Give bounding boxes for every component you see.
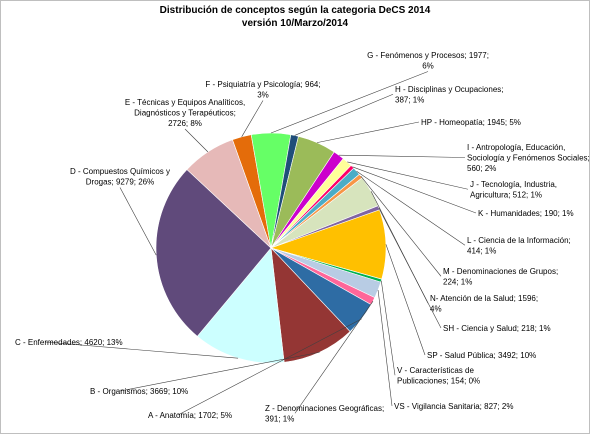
slice-label-c-enfermedades: C - Enfermedades; 4620; 13% [15,338,123,347]
leader-line-g-fenomenos-y-procesos [270,71,429,134]
slice-label-l-ciencia-de-la-informacion: L - Ciencia de la Información; 414; 1% [467,236,571,256]
leader-line-d-compuestos-quimicos-y-drogas [119,187,157,256]
leader-line-vs-vigilancia-sanitaria [377,289,393,407]
slice-label-f-psiquiatria-y-psicologia: F - Psiquiatría y Psicología; 964; 3% [205,80,320,100]
slice-label-h-disciplinas-y-ocupaciones: H - Disciplinas y Ocupaciones; 387; 1% [395,85,503,105]
chart-title: Distribución de conceptos según la categ… [159,5,431,16]
slice-label-j-tecnologia-industria-agricultura: J - Tecnología, Industria, Agricultura; 5… [470,180,557,200]
chart-title-block: Distribución de conceptos según la categ… [0,4,590,30]
pie-slice-c-enfermedades [196,247,285,364]
slice-label-hp-homeopatia: HP - Homeopatía; 1945; 5% [421,118,521,127]
leader-line-i-antropologia-educacion-sociologia-y-fenomenos-sociales [338,154,466,158]
slice-label-v-caracteristicas-de-publicaciones: V - Características de Publicaciones; 154… [397,366,480,386]
slice-label-i-antropologia-educacion-sociologia-y-fenomenos-sociales: I - Antropología, Educación, Sociología y… [467,143,590,173]
slice-label-m-denominaciones-de-grupos: M - Denominaciones de Grupos; 224; 1% [443,267,558,287]
pie-slice-e-tecnicas-y-equipos-analiticos-diagnosticos-y-terapeuticos [186,139,272,249]
leader-line-m-denominaciones-de-grupos [360,175,442,277]
leader-line-hp-homeopatia [316,121,420,143]
slice-label-k-humanidades: K - Humanidades; 190; 1% [478,209,574,218]
slice-label-sp-salud-publica: SP - Salud Pública; 3492; 10% [427,351,536,360]
chart-subtitle: versión 10/Marzo/2014 [241,18,349,29]
leader-line-a-anatomia [177,318,362,416]
slice-labels: F - Psiquiatría y Psicología; 964; 3% G - … [15,51,590,424]
leader-line-e-tecnicas-y-equipos-analiticos-diagnosticos-y-terapeuticos [184,128,209,153]
leader-line-sh-ciencia-y-salud [378,207,442,329]
leader-line-sp-salud-publica [385,244,426,356]
leader-lines [44,71,477,416]
slice-label-n-atencion-de-la-salud: N- Atención de la Salud; 1596; 4% [430,294,538,314]
slice-label-vs-vigilancia-sanitaria: VS - Vigilancia Sanitaria; 827; 2% [394,402,513,411]
pie-slice-d-compuestos-quimicos-y-drogas [155,169,272,337]
slice-label-sh-ciencia-y-salud: SH - Ciencia y Salud; 218; 1% [443,324,551,333]
slice-label-d-compuestos-quimicos-y-drogas: D - Compuestos Químicos y Drogas; 9279; 2… [70,167,170,187]
leader-line-j-tecnologia-industria-agricultura [347,161,469,190]
leader-line-l-ciencia-de-la-informacion [356,170,466,246]
leader-line-b-organismos [119,351,320,392]
pie-slices [155,132,387,364]
leader-line-k-humanidades [352,166,477,214]
slice-label-z-denominaciones-geograficas: Z - Denominaciones Geográficas; 391; 1% [265,404,384,424]
leader-line-v-caracteristicas-de-publicaciones [380,280,396,376]
leader-line-h-disciplinas-y-ocupaciones [294,93,394,136]
slice-label-b-organismos: B - Organismos; 3669; 10% [90,387,188,396]
leader-line-c-enfermedades [44,341,239,359]
leader-line-f-psiquiatria-y-psicologia [241,100,264,137]
slice-label-e-tecnicas-y-equipos-analiticos-diagnosticos-y-terapeuticos: E - Técnicas y Equipos Analíticos, Diagnó… [125,98,245,128]
slice-label-a-anatomia: A - Anatomía; 1702; 5% [148,411,232,420]
slice-label-g-fenomenos-y-procesos: G - Fenómenos y Procesos; 1977; 6% [367,51,489,71]
